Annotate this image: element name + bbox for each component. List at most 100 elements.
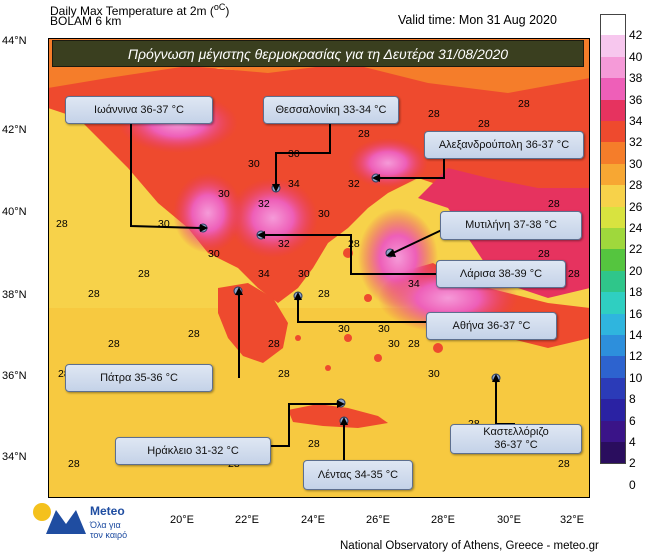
colorbar-label: 16 [629, 306, 643, 321]
temperature-value: 28 [558, 458, 570, 470]
colorbar-label: 24 [629, 221, 643, 235]
temperature-value: 28 [408, 338, 420, 350]
logo-tagline-1: Όλα για [90, 520, 121, 530]
colorbar-label: 20 [629, 263, 643, 278]
crete [288, 404, 388, 428]
city-alexandroupoli: Αλεξανδρούπολη 36-37 °C [424, 131, 584, 159]
temperature-value: 28 [318, 288, 330, 300]
temperature-value: 30 [288, 148, 300, 160]
city-ioannina: Ιωάννινα 36-37 °C [65, 96, 213, 124]
colorbar-segment [600, 121, 626, 143]
forecast-banner: Πρόγνωση μέγιστης θερμοκρασίας για τη Δε… [52, 40, 584, 67]
island [374, 354, 382, 362]
city-larisa: Λάρισα 38-39 °C [436, 260, 566, 288]
colorbar-segment [600, 99, 626, 122]
colorbar-segment [600, 399, 626, 422]
colorbar-segment [600, 335, 626, 357]
colorbar-label: 22 [629, 242, 643, 257]
temperature-value: 28 [56, 218, 68, 230]
lat-label: 44°N [2, 35, 27, 47]
model-name: BOLAM 6 km [50, 14, 122, 28]
temperature-value: 28 [268, 338, 280, 350]
temperature-value: 30 [298, 268, 310, 280]
colorbar-label: 40 [629, 49, 643, 64]
peloponnese [218, 283, 288, 363]
temperature-value: 32 [258, 198, 270, 210]
larisa-hotspot [228, 178, 318, 258]
valid-time: Valid time: Mon 31 Aug 2020 [398, 13, 557, 27]
meteo-logo [30, 498, 90, 538]
temperature-value: 30 [428, 368, 440, 380]
colorbar-segment [600, 313, 626, 336]
temperature-value: 28 [568, 268, 580, 280]
temperature-value: 30 [338, 323, 350, 335]
temperature-value: 30 [378, 323, 390, 335]
temperature-value: 30 [248, 158, 260, 170]
colorbar-segment [600, 292, 626, 315]
island [325, 365, 331, 371]
temperature-value: 30 [388, 338, 400, 350]
temperature-value: 28 [58, 368, 70, 380]
colorbar-label: 10 [629, 370, 643, 385]
thrace-hotspot [348, 138, 428, 188]
logo-icon [33, 503, 86, 534]
temperature-value: 28 [478, 118, 490, 130]
footer-credit: National Observatory of Athens, Greece -… [340, 540, 599, 552]
colorbar-label: 2 [629, 456, 636, 471]
city-athina: Αθήνα 36-37 °C [426, 312, 557, 340]
temperature-value: 28 [68, 458, 80, 470]
city-lentas: Λέντας 34-35 °C [303, 460, 413, 490]
temperature-value: 28 [348, 238, 360, 250]
temperature-value: 28 [308, 438, 320, 450]
lat-label: 40°N [2, 206, 27, 218]
lat-label: 36°N [2, 370, 27, 382]
colorbar-label: 34 [629, 114, 643, 128]
logo-tagline: Όλα για τον καιρό [90, 520, 127, 540]
temperature-value: 28 [278, 368, 290, 380]
temperature-value: 28 [188, 328, 200, 340]
colorbar-segment [600, 206, 626, 229]
temperature-value: 28 [428, 108, 440, 120]
colorbar-label: 4 [629, 435, 636, 449]
temperature-value: 28 [358, 128, 370, 140]
island [344, 334, 352, 342]
colorbar-label: 32 [629, 135, 643, 150]
colorbar-label: 0 [629, 477, 636, 492]
lat-label: 42°N [2, 124, 27, 136]
temperature-value: 32 [348, 178, 360, 190]
lon-label: 26°E [366, 514, 390, 526]
map-frame [48, 38, 590, 498]
temperature-value: 32 [278, 238, 290, 250]
colorbar-label: 6 [629, 413, 636, 428]
island [295, 335, 301, 341]
colorbar-segment [600, 163, 626, 186]
temperature-value: 28 [108, 338, 120, 350]
kastellorizo-temp: 36-37 °C [494, 439, 538, 451]
temperature-value: 30 [218, 188, 230, 200]
colorbar-segment [600, 78, 626, 101]
city-kastellorizo: Καστελλόριζο 36-37 °C [450, 424, 582, 454]
temperature-value: 28 [88, 288, 100, 300]
temperature-value: 30 [318, 208, 330, 220]
lon-label: 28°E [431, 514, 455, 526]
colorbar-segment [600, 56, 626, 79]
lon-label: 32°E [560, 514, 584, 526]
colorbar-segment [600, 14, 626, 36]
colorbar-label: 38 [629, 71, 643, 86]
colorbar-segment [600, 35, 626, 58]
temperature-value: 34 [258, 268, 270, 280]
lon-label: 24°E [301, 514, 325, 526]
arrow-heads [200, 174, 500, 425]
logo-name: Meteo [90, 504, 125, 518]
logo-tagline-2: τον καιρό [90, 530, 128, 540]
colorbar-segment [600, 377, 626, 400]
colorbar-label: 30 [629, 156, 643, 171]
colorbar-label: 12 [629, 349, 643, 364]
colorbar-label: 18 [629, 285, 643, 300]
colorbar-label: 8 [629, 392, 636, 407]
kastellorizo-name: Καστελλόριζο [483, 426, 549, 438]
temperature-value: 28 [548, 198, 560, 210]
temperature-value: 30 [208, 248, 220, 260]
lat-label: 34°N [2, 451, 27, 463]
colorbar-segment [600, 142, 626, 165]
